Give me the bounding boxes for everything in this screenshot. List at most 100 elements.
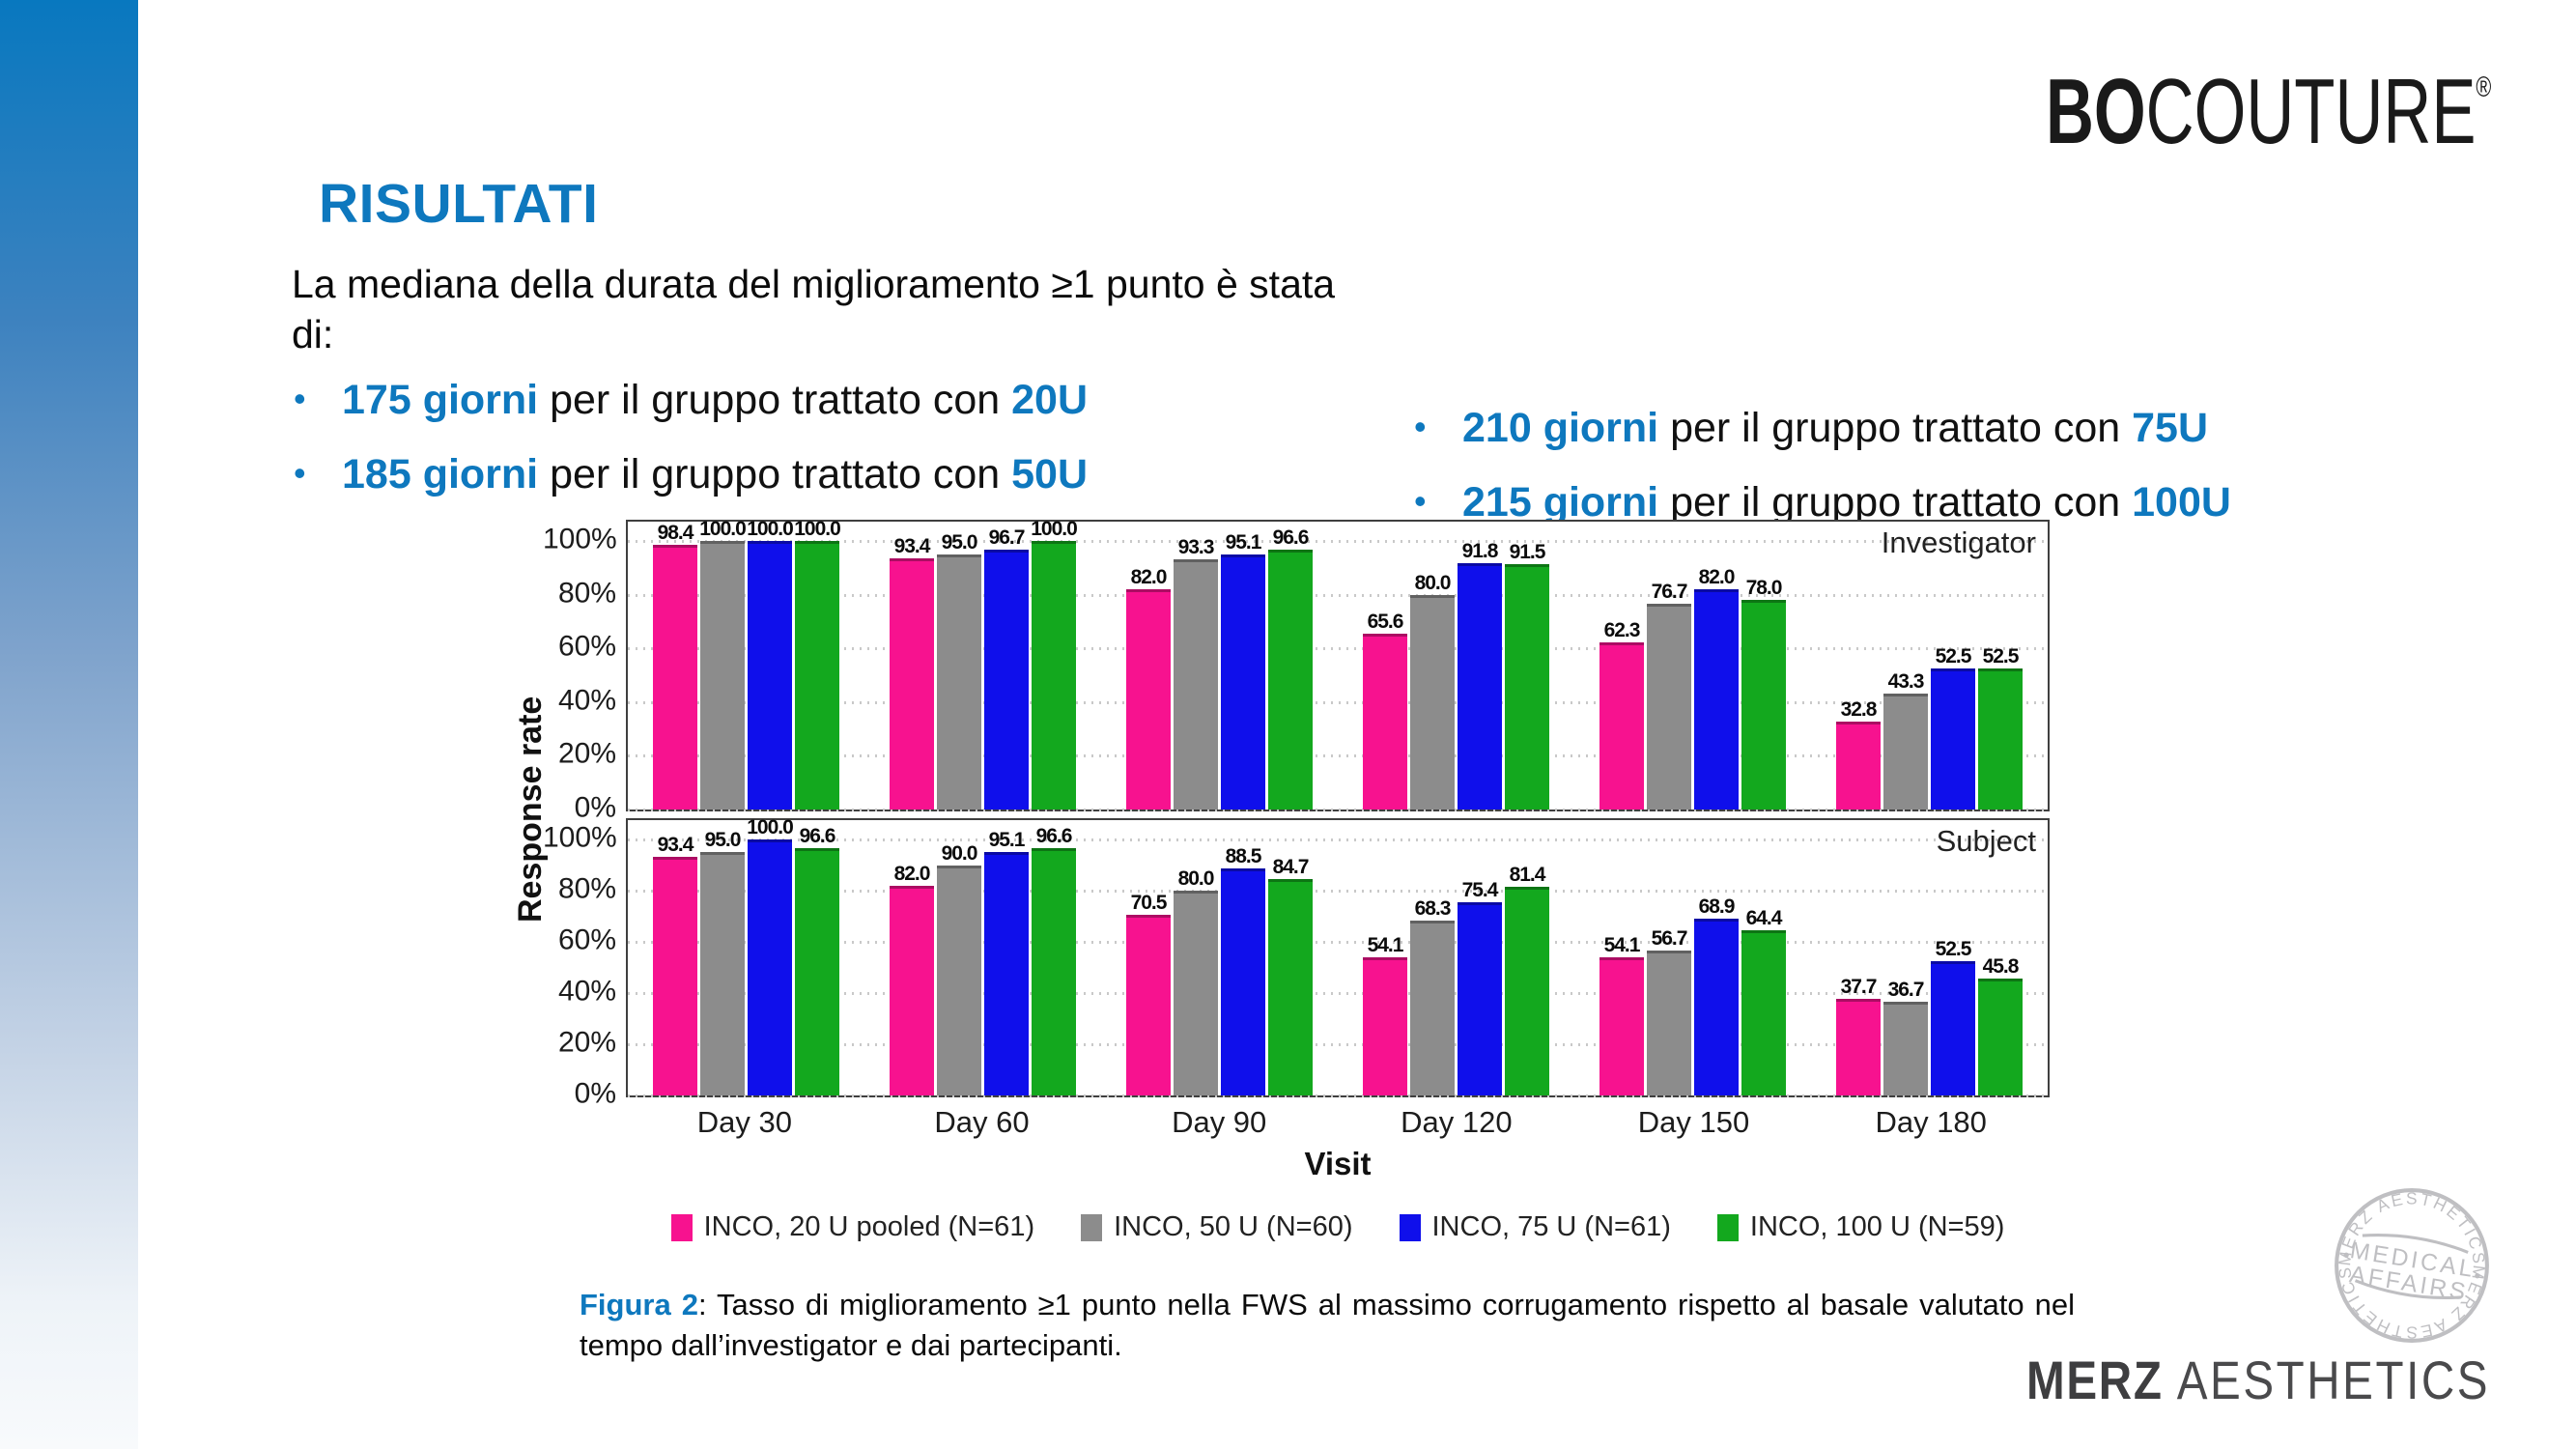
bar: 54.1: [1363, 934, 1407, 1095]
bar: 82.0: [890, 863, 934, 1095]
bar-value-label: 95.1: [988, 829, 1026, 851]
bar-value-label: 68.3: [1414, 897, 1452, 921]
bar-value-label: 95.1: [1225, 530, 1262, 554]
bar-value-label: 91.5: [1509, 540, 1546, 563]
bar-group: 82.0 90.0 95.1 96.6: [864, 820, 1101, 1095]
bar: 43.3: [1883, 670, 1928, 810]
bar-value-label: 43.3: [1887, 669, 1925, 693]
bullet-dot: •: [294, 453, 306, 493]
caption-line2: tempo dall’investigator e dai partecipan…: [580, 1327, 1122, 1362]
y-axis-tick-label: 60%: [557, 923, 616, 956]
bar-value-label: 70.5: [1130, 892, 1168, 915]
chart-legend: INCO, 20 U pooled (N=61) INCO, 50 U (N=60…: [626, 1211, 2050, 1243]
list-item: • 215 giorni per il gruppo trattato con 1…: [1412, 479, 2231, 526]
bar: 36.7: [1883, 979, 1928, 1095]
bar-value-label: 68.9: [1698, 895, 1736, 919]
bar: 95.0: [700, 829, 745, 1095]
bar: 91.8: [1458, 540, 1502, 810]
bar: 80.0: [1174, 867, 1218, 1095]
duration-value: 175 giorni: [342, 377, 539, 423]
bar: 91.5: [1505, 541, 1549, 810]
bar: 95.1: [984, 829, 1029, 1095]
dose-value: 75U: [2132, 405, 2209, 451]
list-item: • 185 giorni per il gruppo trattato con 5…: [292, 451, 1088, 498]
bar-value-label: 100.0: [747, 816, 794, 838]
x-tick-label: Day 120: [1401, 1105, 1513, 1139]
legend-swatch: [1399, 1213, 1421, 1241]
list-item: • 210 giorni per il gruppo trattato con 7…: [1412, 405, 2231, 452]
bar-group: 65.6 80.0 91.8 91.5: [1338, 522, 1574, 810]
page-title: RISULTATI: [319, 173, 599, 235]
bullet-text: per il gruppo trattato con: [1658, 405, 2133, 451]
bar: 100.0: [699, 518, 747, 810]
list-item: • 175 giorni per il gruppo trattato con 2…: [292, 377, 1088, 424]
bar: 78.0: [1741, 577, 1786, 810]
duration-value: 185 giorni: [342, 451, 539, 497]
bar-value-label: 62.3: [1603, 618, 1641, 641]
stamp-ring: [2335, 1188, 2489, 1343]
medical-affairs-stamp: MERZ AESTHETICS MERZ AESTHETICS MEDICAL …: [2335, 1188, 2489, 1343]
figure-caption: Figura 2: Tasso di miglioramento ≥1 punt…: [580, 1285, 2075, 1365]
bar: 90.0: [937, 842, 981, 1095]
bar: 37.7: [1836, 976, 1881, 1095]
bar-value-label: 80.0: [1177, 867, 1215, 890]
dose-value: 100U: [2132, 479, 2231, 526]
bar-value-label: 56.7: [1651, 926, 1688, 950]
x-tick-label: Day 150: [1637, 1105, 1750, 1139]
intro-line1: La mediana della durata del migliorament…: [292, 262, 1336, 306]
x-axis-tick-labels: Day 30 Day 60 Day 90 Day 120 Day 150 Day 180: [626, 1105, 2050, 1140]
bar-value-label: 52.5: [1935, 937, 1972, 960]
bar: 100.0: [747, 518, 794, 810]
legend-item: INCO, 75 U (N=61): [1399, 1211, 1671, 1243]
bullet-dot: •: [1414, 481, 1427, 521]
bar-group: 93.4 95.0 96.7 100.0: [864, 518, 1101, 810]
stamp-right-dot: [2475, 1273, 2480, 1279]
bar-value-label: 90.0: [941, 841, 978, 865]
y-axis-tick-label: 80%: [557, 872, 616, 905]
y-axis-tick-label: 20%: [557, 738, 616, 771]
bar-value-label: 93.3: [1177, 535, 1215, 558]
bar-group: 98.4 100.0 100.0 100.0: [628, 518, 864, 810]
intro-line2: di:: [292, 312, 334, 357]
bar: 84.7: [1268, 856, 1313, 1095]
panel-label: Subject: [1936, 824, 2036, 858]
caption-text: : Tasso di miglioramento ≥1 punto nella …: [697, 1288, 2075, 1321]
legend-swatch: [1081, 1213, 1103, 1241]
bullet-text: per il gruppo trattato con: [1658, 479, 2133, 526]
bar-group: 70.5 80.0 88.5 84.7: [1101, 820, 1338, 1095]
dose-value: 50U: [1011, 451, 1089, 497]
bar-value-label: 95.0: [941, 530, 978, 554]
gridline: [628, 700, 2048, 704]
x-tick-label: Day 180: [1875, 1105, 1987, 1139]
bar-value-label: 37.7: [1840, 976, 1878, 999]
bar: 82.0: [1126, 566, 1171, 810]
bar: 32.8: [1836, 698, 1881, 810]
merz-logo-bold: MERZ: [2026, 1350, 2164, 1410]
bar-value-label: 95.0: [704, 829, 742, 852]
y-axis-tick-label: 0%: [574, 1077, 616, 1110]
bar-value-label: 82.0: [1698, 566, 1736, 589]
y-axis-tick-label: 80%: [557, 577, 616, 610]
legend-swatch: [670, 1213, 693, 1241]
y-axis-tick-label: 100%: [543, 821, 617, 854]
bar: 62.3: [1599, 619, 1644, 810]
bar: 100.0: [794, 518, 841, 810]
duration-value: 210 giorni: [1462, 405, 1659, 451]
legend-item: INCO, 100 U (N=59): [1716, 1211, 2004, 1243]
chart-panel-investigator: 100% 80% 60% 40% 20% 0% Investigator 98.4 100.0 1…: [543, 518, 2050, 824]
bar: 56.7: [1647, 927, 1691, 1095]
bocouture-logo-light: COUTURE: [2145, 60, 2477, 163]
bar-value-label: 52.5: [1982, 645, 2020, 668]
bocouture-logo: BOCOUTURE®: [2046, 66, 2491, 158]
bar-group: 93.4 95.0 100.0 96.6: [628, 816, 864, 1095]
bar-group: 54.1 68.3 75.4 81.4: [1338, 820, 1574, 1095]
bar: 95.0: [937, 531, 981, 810]
legend-label: INCO, 20 U pooled (N=61): [703, 1211, 1035, 1242]
bar-value-label: 54.1: [1367, 933, 1404, 956]
bar-group: 37.7 36.7 52.5 45.8: [1811, 820, 2048, 1095]
bar-group: 82.0 93.3 95.1 96.6: [1101, 522, 1338, 810]
bar-value-label: 93.4: [657, 833, 694, 856]
bar-value-label: 54.1: [1603, 933, 1641, 956]
x-tick-label: Day 30: [696, 1105, 792, 1139]
bar-value-label: 93.4: [893, 535, 931, 558]
